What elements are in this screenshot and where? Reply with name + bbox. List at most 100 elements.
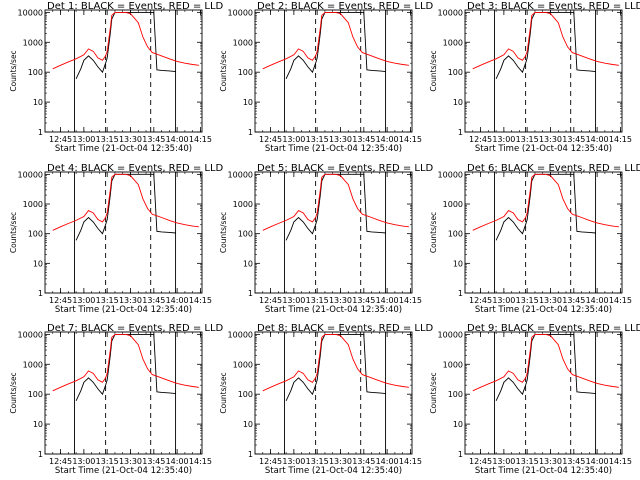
y-tick-label: 10000: [228, 170, 253, 179]
x-axis-label: Start Time (21-Oct-04 12:35:40): [475, 466, 612, 476]
detector-panel-5: Det 5: BLACK = Events, RED = LLD 1 10 100 10…: [219, 163, 434, 315]
x-axis-label: Start Time (21-Oct-04 12:35:40): [55, 144, 192, 154]
y-tick-label: 100: [28, 230, 43, 239]
x-tick-label: 14:15: [609, 135, 632, 144]
detector-panel-8: Det 8: BLACK = Events, RED = LLD 1 10 100 10…: [219, 323, 434, 476]
x-axis-label: Start Time (21-Oct-04 12:35:40): [265, 144, 402, 154]
y-axis-label: Counts/sec: [429, 372, 438, 413]
detector-panel-2: Det 2: BLACK = Events, RED = LLD 1 10 100 10…: [219, 1, 434, 154]
x-tick-label: 14:00: [586, 135, 609, 144]
detector-panel-6: Det 6: BLACK = Events, RED = LLD 1 10 100 10…: [429, 163, 640, 315]
y-tick-label: 100: [448, 390, 463, 399]
x-tick-label: 13:45: [352, 296, 375, 305]
x-tick-label: 12:45: [259, 296, 282, 305]
lld-line: [472, 11, 619, 70]
y-tick-label: 10: [453, 420, 463, 429]
y-tick-label: 10000: [438, 8, 463, 17]
y-tick-label: 1000: [233, 38, 253, 47]
y-tick-label: 10000: [438, 170, 463, 179]
y-tick-label: 10000: [228, 8, 253, 17]
y-tick-label: 10: [33, 259, 43, 268]
y-axis-label: Counts/sec: [219, 50, 228, 91]
y-tick-label: 1: [248, 450, 253, 459]
y-tick-label: 1000: [23, 360, 43, 369]
x-tick-label: 13:45: [142, 135, 165, 144]
detector-panel-4: Det 4: BLACK = Events, RED = LLD 1 10 100 10…: [9, 163, 224, 315]
x-tick-label: 13:00: [72, 135, 95, 144]
x-tick-label: 12:45: [469, 135, 492, 144]
y-tick-label: 1000: [233, 200, 253, 209]
plot-frame: [464, 331, 623, 455]
x-tick-label: 13:00: [282, 135, 305, 144]
x-tick-label: 13:30: [539, 457, 562, 466]
x-tick-label: 13:15: [516, 135, 539, 144]
x-tick-label: 14:00: [376, 296, 399, 305]
y-tick-label: 100: [448, 230, 463, 239]
x-tick-label: 13:45: [352, 457, 375, 466]
y-tick-label: 10000: [438, 330, 463, 339]
y-tick-label: 1: [248, 289, 253, 298]
y-axis-label: Counts/sec: [9, 212, 18, 253]
y-tick-label: 10: [33, 98, 43, 107]
x-tick-label: 13:30: [329, 135, 352, 144]
panel-title: Det 2: BLACK = Events, RED = LLD: [257, 1, 434, 12]
x-tick-label: 13:45: [352, 135, 375, 144]
y-tick-label: 100: [28, 390, 43, 399]
y-tick-label: 1000: [443, 38, 463, 47]
y-tick-label: 10000: [18, 330, 43, 339]
x-tick-label: 13:45: [562, 135, 585, 144]
x-tick-label: 13:30: [119, 296, 142, 305]
x-tick-label: 13:45: [562, 296, 585, 305]
x-tick-label: 13:15: [516, 457, 539, 466]
x-tick-label: 13:15: [306, 135, 329, 144]
y-tick-label: 1: [38, 128, 43, 137]
plot-frame: [44, 9, 203, 133]
lld-line: [472, 173, 619, 231]
x-tick-label: 14:15: [189, 296, 212, 305]
lld-line: [262, 173, 409, 231]
x-tick-label: 12:45: [49, 457, 72, 466]
x-tick-label: 13:15: [96, 296, 119, 305]
plot-frame: [254, 171, 413, 294]
x-tick-label: 14:00: [376, 135, 399, 144]
x-tick-label: 13:00: [282, 457, 305, 466]
x-tick-label: 13:00: [72, 296, 95, 305]
x-tick-label: 14:00: [586, 296, 609, 305]
x-tick-label: 13:00: [72, 457, 95, 466]
y-tick-label: 1000: [23, 38, 43, 47]
y-tick-label: 1000: [233, 360, 253, 369]
panel-title: Det 8: BLACK = Events, RED = LLD: [257, 323, 434, 334]
y-axis-label: Counts/sec: [9, 372, 18, 413]
x-tick-label: 14:15: [189, 135, 212, 144]
x-tick-label: 13:30: [329, 457, 352, 466]
y-tick-label: 10: [453, 259, 463, 268]
lld-line: [52, 333, 199, 392]
x-axis-label: Start Time (21-Oct-04 12:35:40): [265, 466, 402, 476]
detector-panel-1: Det 1: BLACK = Events, RED = LLD 1 10 100 10…: [9, 1, 224, 154]
y-axis-label: Counts/sec: [429, 50, 438, 91]
panel-title: Det 6: BLACK = Events, RED = LLD: [467, 163, 640, 174]
x-axis-label: Start Time (21-Oct-04 12:35:40): [475, 144, 612, 154]
plot-frame: [44, 171, 203, 294]
x-axis-label: Start Time (21-Oct-04 12:35:40): [55, 305, 192, 315]
lld-line: [262, 11, 409, 70]
x-tick-label: 14:00: [376, 457, 399, 466]
x-tick-label: 13:45: [142, 457, 165, 466]
y-tick-label: 10000: [18, 8, 43, 17]
x-tick-label: 13:15: [96, 457, 119, 466]
y-tick-label: 100: [28, 68, 43, 77]
x-axis-label: Start Time (21-Oct-04 12:35:40): [55, 466, 192, 476]
y-tick-label: 10000: [228, 330, 253, 339]
y-tick-label: 10: [33, 420, 43, 429]
x-tick-label: 13:45: [562, 457, 585, 466]
x-tick-label: 14:15: [399, 457, 422, 466]
x-tick-label: 13:45: [142, 296, 165, 305]
x-tick-label: 14:00: [166, 296, 189, 305]
x-tick-label: 13:30: [119, 135, 142, 144]
x-tick-label: 12:45: [49, 135, 72, 144]
y-tick-label: 100: [238, 230, 253, 239]
x-tick-label: 14:00: [166, 457, 189, 466]
x-axis-label: Start Time (21-Oct-04 12:35:40): [475, 305, 612, 315]
detector-panel-7: Det 7: BLACK = Events, RED = LLD 1 10 100 10…: [9, 323, 224, 476]
x-tick-label: 13:00: [492, 296, 515, 305]
